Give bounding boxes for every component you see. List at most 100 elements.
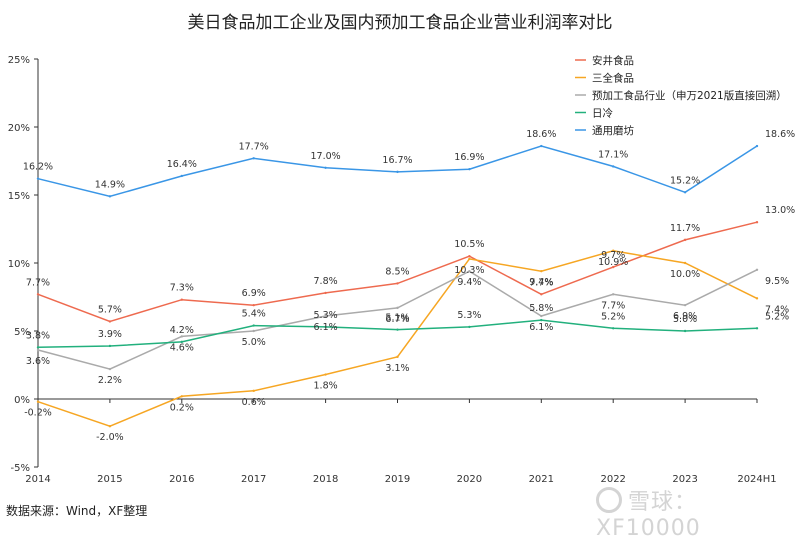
data-label: 3.9% <box>98 329 122 340</box>
data-point <box>36 293 40 296</box>
data-point <box>683 261 687 265</box>
data-label: 16.9% <box>454 152 484 163</box>
data-labels: 7.7% 5.7% 7.3% 6.9% 7.8% 8.5% 10.5% 7.7% 9.7% 11.… <box>23 129 795 443</box>
data-point <box>36 346 40 349</box>
data-point <box>324 291 327 295</box>
data-point <box>755 221 759 224</box>
data-point <box>324 166 327 169</box>
data-point <box>180 395 183 398</box>
x-tick-label: 2017 <box>241 474 266 485</box>
x-tick-label: 2016 <box>169 474 194 485</box>
y-tick-label: 5% <box>14 327 30 338</box>
data-point <box>540 318 543 322</box>
data-point <box>324 314 327 318</box>
data-label: 5.0% <box>242 337 266 348</box>
data-point <box>612 293 615 296</box>
data-label: 1.8% <box>314 381 338 392</box>
data-label: 7.7% <box>601 300 625 311</box>
data-point <box>683 329 687 333</box>
y-tick-label: 10% <box>8 259 30 270</box>
data-label: 5.3% <box>314 310 338 321</box>
x-tick-label: 2018 <box>313 474 338 485</box>
x-tick-label: 2021 <box>529 474 554 485</box>
data-label: -0.2% <box>24 408 52 419</box>
data-point <box>612 249 615 252</box>
data-point <box>180 174 183 178</box>
data-label: 7.3% <box>170 283 194 294</box>
data-point <box>324 325 327 329</box>
data-point <box>755 268 759 271</box>
line-chart: -5% 0% 5% 10% 15% 20% 25% 2014 2015 2016 2017 2018 2… <box>8 54 795 485</box>
data-point <box>540 269 543 273</box>
data-label: 16.7% <box>382 155 412 166</box>
data-point <box>252 329 255 333</box>
data-label: 0.6% <box>242 397 266 408</box>
data-label: 5.2% <box>765 311 789 322</box>
data-point <box>755 327 759 330</box>
x-tick-label: 2020 <box>457 474 482 485</box>
data-point <box>180 298 183 301</box>
data-label: 10.5% <box>454 239 484 250</box>
data-label: 11.7% <box>670 223 700 234</box>
data-label: 0.2% <box>170 402 194 413</box>
data-label: 6.7% <box>385 314 409 325</box>
data-point <box>683 238 687 242</box>
data-point <box>683 303 687 307</box>
y-tick-label: 15% <box>8 191 30 202</box>
data-point <box>324 373 327 376</box>
data-label: 7.8% <box>314 276 338 287</box>
data-label: 9.5% <box>765 276 789 287</box>
data-point <box>683 191 687 194</box>
y-tick-label: -5% <box>11 463 30 474</box>
data-label: 3.6% <box>26 356 50 367</box>
data-label: 5.7% <box>98 304 122 315</box>
data-point <box>468 255 471 258</box>
y-tick-label: 0% <box>14 395 30 406</box>
data-point <box>540 144 543 148</box>
x-tick-label: 2019 <box>385 474 410 485</box>
legend-label: 预加工食品行业（申万2021版直接回溯） <box>592 89 787 102</box>
data-label: 7.7% <box>529 277 553 288</box>
data-label: 18.6% <box>526 129 556 140</box>
data-label: 5.2% <box>601 311 625 322</box>
data-point <box>252 303 255 307</box>
data-label: 17.0% <box>311 151 341 162</box>
data-point <box>612 165 615 168</box>
source-note: 数据来源：Wind，XF整理 <box>6 504 148 518</box>
data-label: 9.4% <box>529 277 553 288</box>
data-label: 14.9% <box>95 179 125 190</box>
data-label: 4.2% <box>170 325 194 336</box>
y-tick-label: 25% <box>8 55 30 66</box>
data-label: 5.8% <box>529 303 553 314</box>
data-point <box>108 425 112 428</box>
data-point <box>396 170 399 174</box>
data-point <box>396 328 399 331</box>
data-point <box>180 335 183 338</box>
data-label: 2.2% <box>98 375 122 386</box>
data-point <box>252 324 255 327</box>
x-tick-label: 2015 <box>97 474 122 485</box>
data-point <box>108 367 112 371</box>
data-point <box>108 195 112 198</box>
data-point <box>755 297 759 300</box>
data-label: 8.5% <box>385 266 409 277</box>
data-point <box>108 320 112 323</box>
data-label: 9.4% <box>457 277 481 288</box>
series-group <box>36 144 759 428</box>
data-label: 6.1% <box>314 322 338 333</box>
data-label: 16.2% <box>23 162 53 173</box>
data-label: 15.2% <box>670 175 700 186</box>
x-tick-label: 2022 <box>600 474 625 485</box>
data-label: 9.7% <box>601 250 625 261</box>
data-label: 10.0% <box>670 269 700 280</box>
data-point <box>468 269 471 273</box>
data-label: 16.4% <box>167 159 197 170</box>
data-label: 10.3% <box>454 265 484 276</box>
data-point <box>612 327 615 330</box>
data-point <box>252 389 255 393</box>
data-label: 5.0% <box>673 314 697 325</box>
data-point <box>540 293 543 296</box>
chart-title: 美日食品加工企业及国内预加工食品企业营业利润率对比 <box>187 13 613 33</box>
x-tick-label: 2023 <box>672 474 697 485</box>
